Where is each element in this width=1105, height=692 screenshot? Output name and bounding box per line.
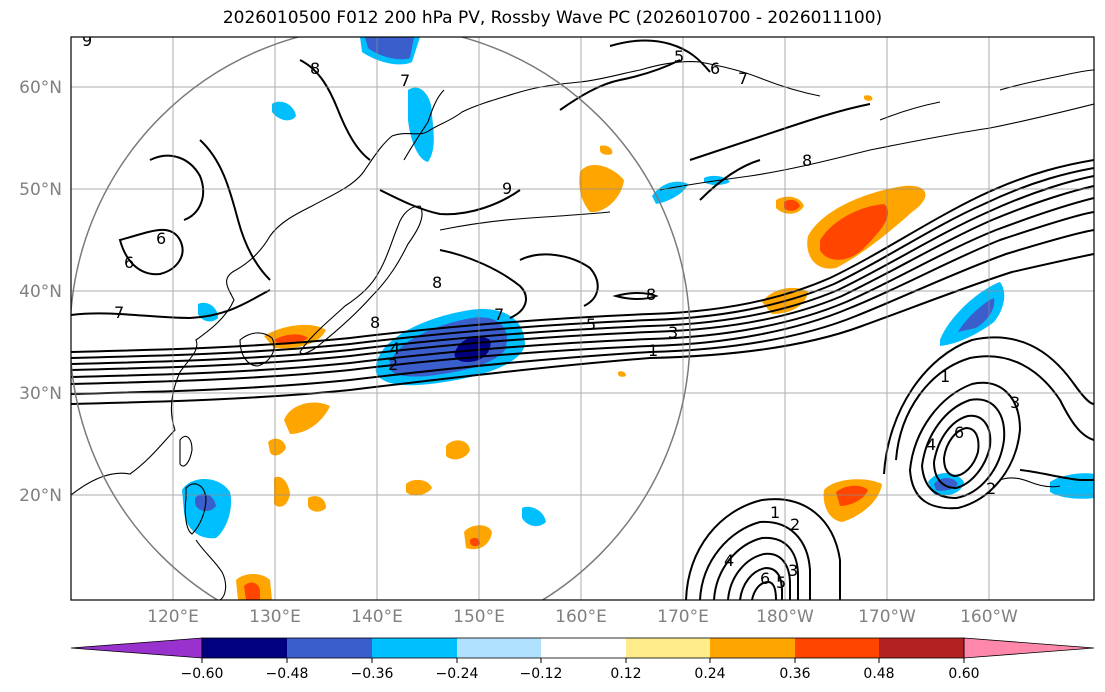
lat-label: 30°N [19,384,62,404]
longitude-labels: 120°E 130°E 140°E 150°E 160°E 170°E 180°… [147,607,1018,627]
contour-label: 9 [82,31,92,50]
lon-label: 130°E [249,607,301,627]
colorbar-extend-min [70,637,203,659]
contour-label: 6 [156,229,166,248]
colorbar-tick: 0.12 [610,666,641,682]
colorbar-segment [795,638,879,658]
colorbar-tick: −0.60 [181,666,224,682]
contour-label: 2 [986,479,996,498]
contour-label: 2 [388,355,398,374]
contour-label: 7 [738,69,748,88]
colorbar-extend-max [963,637,1095,659]
colorbar: −0.60 −0.48 −0.36 −0.24 −0.12 0.12 0.24 … [70,637,1095,682]
colorbar-segment [879,638,964,658]
colorbar-segment [287,638,372,658]
contour-label: 8 [310,59,320,78]
contour-label: 9 [502,179,512,198]
contour-label: 6 [760,569,770,588]
colorbar-segment [457,638,541,658]
colorbar-segment [626,638,710,658]
contour-label: 1 [770,503,780,522]
contour-label: 5 [586,315,596,334]
contour-label: 7 [114,303,124,322]
contour-label: 2 [790,515,800,534]
contour-label: 8 [646,285,656,304]
contour-label: 6 [124,253,134,272]
lat-label: 20°N [19,486,62,506]
colorbar-tick: −0.12 [520,666,563,682]
contour-label: 1 [940,367,950,386]
contour-label: 4 [926,435,936,454]
map-title: 2026010500 F012 200 hPa PV, Rossby Wave … [222,8,883,28]
contour-label: 4 [724,551,734,570]
contour-label: 5 [776,573,786,592]
lon-label: 170°E [657,607,709,627]
lon-label: 160°E [555,607,607,627]
coastlines [71,60,1094,600]
map-area [71,37,1094,600]
colorbar-tick: 0.36 [779,666,810,682]
colorbar-tick: 0.48 [863,666,894,682]
pv-contours [71,39,1094,600]
lon-label: 140°E [351,607,403,627]
lon-label: 180°W [756,607,814,627]
lat-label: 60°N [19,78,62,98]
colorbar-tick: −0.36 [351,666,394,682]
colorbar-tick: 0.60 [948,666,979,682]
contour-label: 7 [400,71,410,90]
latitude-labels: 60°N 50°N 40°N 30°N 20°N [19,78,62,506]
colorbar-segment [372,638,457,658]
lon-label: 170°W [858,607,916,627]
lon-label: 150°E [453,607,505,627]
colorbar-segment [202,638,287,658]
range-circle [71,37,691,600]
contour-labels: 9 8 5 6 7 8 9 6 6 7 8 8 8 7 5 3 1 4 2 1 … [82,31,1020,592]
lat-label: 50°N [19,180,62,200]
contour-label: 8 [370,313,380,332]
contour-label: 1 [648,341,658,360]
pv-shading [182,37,1094,600]
contour-label: 5 [674,47,684,66]
lat-label: 40°N [19,282,62,302]
colorbar-tick: −0.48 [266,666,309,682]
contour-label: 8 [432,273,442,292]
colorbar-segment [541,638,626,658]
colorbar-tick: −0.24 [436,666,479,682]
contour-label: 8 [802,151,812,170]
contour-label: 3 [788,561,798,580]
contour-label: 3 [1010,393,1020,412]
colorbar-tick: 0.24 [694,666,725,682]
contour-label: 3 [668,323,678,342]
colorbar-segment [710,638,795,658]
map-frame [70,36,1095,601]
lon-label: 160°W [960,607,1018,627]
contour-label: 6 [710,59,720,78]
contour-label: 7 [494,305,504,324]
lon-label: 120°E [147,607,199,627]
contour-label: 4 [390,339,400,358]
graticule [71,37,1094,600]
contour-label: 6 [954,423,964,442]
